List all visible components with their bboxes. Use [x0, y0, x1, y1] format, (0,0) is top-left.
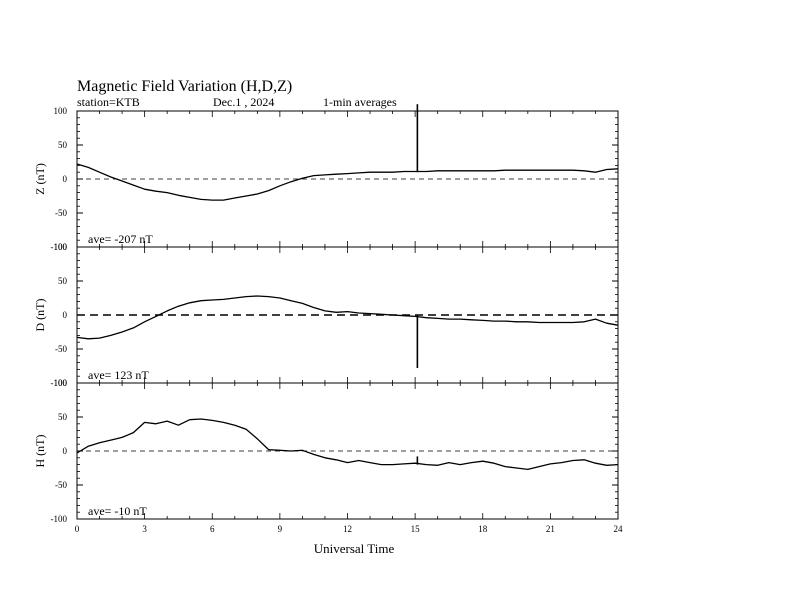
y-tick-label: -50 — [55, 480, 67, 490]
x-tick-label: 9 — [278, 524, 283, 534]
y-tick-label: -100 — [51, 242, 68, 252]
y-axis-title: Z (nT) — [33, 163, 47, 195]
date-label: Dec.1 , 2024 — [213, 95, 274, 109]
y-tick-label: 0 — [63, 174, 68, 184]
series-line — [76, 295, 619, 340]
x-tick-label: 6 — [210, 524, 215, 534]
y-tick-label: 50 — [58, 140, 68, 150]
y-tick-label: -50 — [55, 344, 67, 354]
y-tick-label: 100 — [54, 378, 68, 388]
x-axis: 0 3 6 9 12 15 18 21 24 — [75, 524, 623, 534]
series-line — [76, 418, 619, 471]
x-axis-title: Universal Time — [314, 541, 395, 556]
panel-z: 100 50 0 -50 -100 Z (nT) ave= -207 nT — [33, 104, 619, 252]
y-tick-label: 50 — [58, 276, 68, 286]
x-tick-label: 12 — [343, 524, 352, 534]
average-label: ave= -207 nT — [88, 232, 153, 246]
y-axis-title: D (nT) — [33, 299, 47, 332]
y-tick-label: 50 — [58, 412, 68, 422]
x-tick-label: 24 — [614, 524, 624, 534]
panels-group: 100 50 0 -50 -100 Z (nT) ave= -207 nT 100 50 0 -50… — [33, 104, 619, 524]
x-tick-label: 18 — [478, 524, 488, 534]
y-tick-label: -100 — [51, 514, 68, 524]
station-label: station=KTB — [77, 95, 140, 109]
y-tick-label: -50 — [55, 208, 67, 218]
y-tick-label: 100 — [54, 106, 68, 116]
average-label: ave= -10 nT — [88, 504, 147, 518]
x-tick-label: 21 — [546, 524, 555, 534]
y-tick-label: -100 — [51, 378, 68, 388]
x-tick-label: 3 — [142, 524, 147, 534]
y-tick-label: 100 — [54, 242, 68, 252]
y-tick-label: 0 — [63, 446, 68, 456]
chart-title: Magnetic Field Variation (H,D,Z) — [77, 78, 292, 95]
y-tick-label: 0 — [63, 310, 68, 320]
series-line — [76, 163, 619, 201]
panel-d: 100 50 0 -50 -100 D (nT) ave= 123 nT — [33, 242, 619, 388]
y-axis-title: H (nT) — [33, 435, 47, 468]
x-tick-label: 15 — [411, 524, 421, 534]
averaging-label: 1-min averages — [323, 95, 397, 109]
x-tick-label: 0 — [75, 524, 80, 534]
panel-h: 100 50 0 -50 -100 H (nT) ave= -10 nT — [33, 378, 619, 524]
average-label: ave= 123 nT — [88, 368, 149, 382]
